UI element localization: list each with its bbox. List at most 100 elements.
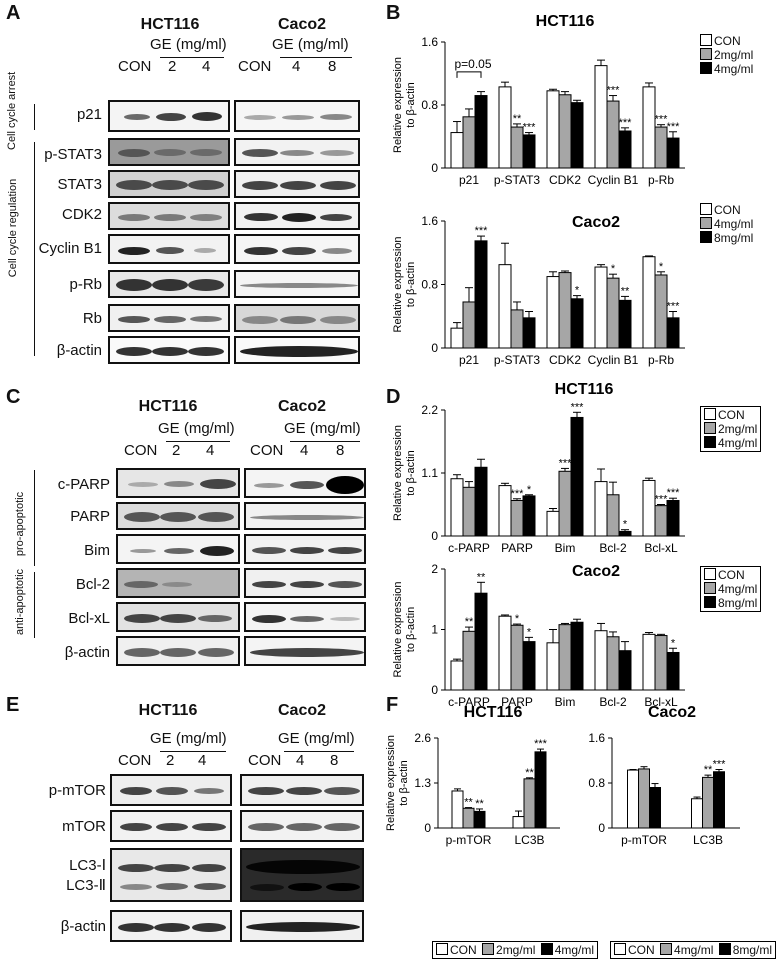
significance-mark: *** bbox=[559, 457, 573, 469]
significance-mark: ** bbox=[704, 764, 713, 776]
chart-title: HCT116 bbox=[464, 704, 523, 721]
treatment-line bbox=[280, 57, 352, 58]
chart-title: Caco2 bbox=[572, 214, 620, 231]
y-tick-label: 0 bbox=[431, 683, 438, 697]
significance-mark: *** bbox=[619, 117, 633, 129]
bar bbox=[512, 816, 525, 829]
y-axis-label: Relative expressionto β-actin bbox=[392, 425, 417, 521]
x-tick-label: LC3B bbox=[693, 833, 723, 847]
bar bbox=[642, 256, 656, 349]
x-tick-label: Bim bbox=[555, 541, 576, 555]
blot-strip-stat3-caco2 bbox=[234, 170, 360, 198]
lane-label: CON bbox=[118, 752, 152, 769]
treatment-line bbox=[290, 441, 360, 442]
protein-label: Bim bbox=[84, 542, 110, 559]
protein-label: Bcl-2 bbox=[75, 576, 110, 593]
blot-strip-bcl2-caco2 bbox=[244, 568, 366, 598]
bar bbox=[606, 277, 620, 349]
lane-label: 4 bbox=[198, 752, 207, 769]
blot-strip-prb-caco2 bbox=[234, 270, 360, 298]
significance-mark: * bbox=[515, 613, 520, 625]
bar bbox=[522, 317, 536, 349]
x-tick-label: LC3B bbox=[514, 833, 544, 847]
bar bbox=[606, 636, 620, 691]
blot-strip-bactin-hct116 bbox=[108, 336, 230, 364]
y-tick-label: 2.2 bbox=[421, 403, 438, 417]
x-tick-label: Bcl-2 bbox=[599, 695, 627, 709]
bar bbox=[546, 642, 560, 691]
bar bbox=[510, 499, 524, 537]
bar bbox=[474, 466, 488, 537]
blot-strip-parp-caco2 bbox=[244, 502, 366, 530]
y-tick-label: 2 bbox=[431, 562, 438, 576]
blot-strip-bactin-caco2 bbox=[244, 636, 366, 666]
blot-strip-pstat3-caco2 bbox=[234, 138, 360, 166]
bar bbox=[473, 810, 486, 829]
bar bbox=[618, 530, 632, 537]
y-tick-label: 0 bbox=[431, 529, 438, 543]
significance-mark: *** bbox=[713, 759, 727, 771]
significance-mark: *** bbox=[667, 121, 681, 133]
bar bbox=[450, 478, 464, 537]
bar bbox=[546, 510, 560, 537]
blot-strip-lc3-hct116 bbox=[110, 848, 232, 902]
bar bbox=[558, 624, 572, 691]
bar bbox=[462, 116, 476, 169]
y-axis-label: Relative expressionto β-actin bbox=[392, 582, 417, 678]
legend-f-caco2: CON 4mg/ml 8mg/ml bbox=[610, 941, 777, 959]
x-tick-label: p-mTOR bbox=[446, 833, 492, 847]
lane-label: 4 bbox=[300, 442, 309, 459]
x-tick-label: Cyclin B1 bbox=[588, 353, 639, 367]
significance-mark: *** bbox=[655, 494, 669, 506]
lane-label: 4 bbox=[202, 58, 211, 75]
y-tick-label: 0.8 bbox=[421, 98, 438, 112]
y-tick-label: 1.1 bbox=[421, 466, 438, 480]
significance-mark: *** bbox=[571, 401, 585, 413]
bar bbox=[654, 274, 668, 349]
protein-label: β-actin bbox=[56, 342, 102, 359]
blot-strip-rb-hct116 bbox=[108, 304, 230, 332]
significance-mark: *** bbox=[475, 225, 489, 237]
bar bbox=[666, 499, 680, 537]
bar bbox=[594, 481, 608, 537]
significance-mark: * bbox=[527, 484, 532, 496]
blot-title-hct116: HCT116 bbox=[140, 16, 200, 33]
bar bbox=[642, 633, 656, 691]
bar bbox=[606, 494, 620, 537]
significance-mark: ** bbox=[465, 616, 474, 628]
lane-label: CON bbox=[118, 58, 152, 75]
bar bbox=[498, 264, 512, 349]
treatment-label: GE (mg/ml) bbox=[272, 36, 349, 53]
legend-f-hct116: CON 2mg/ml 4mg/ml bbox=[432, 941, 599, 959]
panel-label-d: D bbox=[386, 386, 401, 408]
bar bbox=[594, 266, 608, 349]
bar bbox=[702, 776, 714, 829]
y-tick-label: 0 bbox=[424, 821, 431, 835]
treatment-line bbox=[284, 751, 354, 752]
blot-strip-p21-caco2 bbox=[234, 100, 360, 132]
significance-mark: * bbox=[671, 637, 676, 649]
significance-mark: *** bbox=[523, 122, 537, 134]
group-bracket bbox=[34, 572, 35, 638]
y-tick-label: 0 bbox=[431, 341, 438, 355]
panel-label-a: A bbox=[6, 2, 21, 24]
blot-strip-cparp-hct116 bbox=[116, 468, 240, 498]
x-tick-label: p-STAT3 bbox=[494, 173, 541, 187]
bar bbox=[638, 768, 650, 829]
bar bbox=[570, 298, 584, 349]
blot-strip-cdk2-hct116 bbox=[108, 202, 230, 230]
treatment-label: GE (mg/ml) bbox=[150, 36, 227, 53]
lane-label: 4 bbox=[292, 58, 301, 75]
significance-mark: ** bbox=[464, 797, 473, 809]
bar bbox=[558, 94, 572, 169]
protein-label: β-actin bbox=[60, 918, 106, 935]
x-tick-label: Bcl-2 bbox=[599, 541, 627, 555]
group-bracket bbox=[34, 104, 35, 130]
x-tick-label: PARP bbox=[501, 695, 533, 709]
lane-label: 2 bbox=[172, 442, 181, 459]
bar bbox=[691, 798, 703, 829]
significance-mark: *** bbox=[667, 487, 681, 499]
lane-label: CON bbox=[238, 58, 272, 75]
chart-title: Caco2 bbox=[648, 704, 696, 721]
